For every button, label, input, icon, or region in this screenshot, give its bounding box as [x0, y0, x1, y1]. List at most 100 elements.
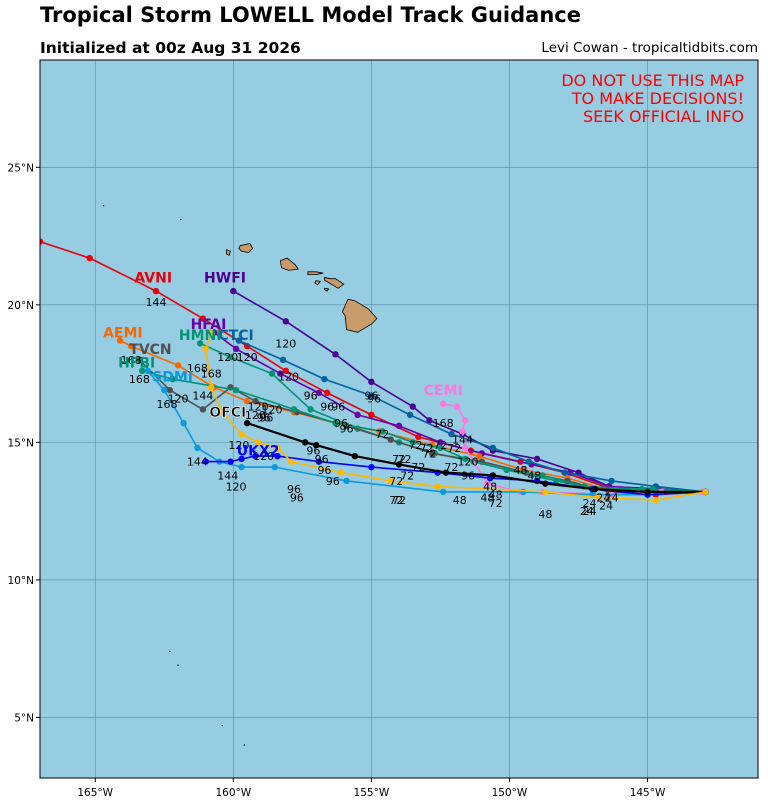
track-point-sdmi: [439, 488, 447, 496]
track-point-ofci: [301, 439, 309, 446]
track-point-hmni: [268, 370, 276, 377]
hour-label: 48: [453, 494, 467, 507]
atoll-dot: [102, 205, 105, 207]
hour-label: 96: [290, 491, 304, 504]
track-point-anstrend: [702, 488, 709, 496]
track-point-ofci: [542, 480, 549, 487]
model-label-cemi: CEMI: [424, 383, 463, 399]
model-label-aemi: AEMI: [103, 325, 143, 341]
hour-label: 120: [168, 392, 189, 405]
atoll-dot: [180, 218, 182, 221]
track-point-anstrend: [208, 329, 215, 336]
hour-label: 96: [315, 453, 329, 466]
hour-label: 120: [458, 456, 479, 469]
track-point-hfai: [395, 422, 403, 430]
track-point-sdmi: [180, 419, 187, 427]
hour-label: 72: [489, 497, 503, 510]
track-point-hfbi: [539, 472, 546, 479]
track-point-anstrend: [208, 384, 215, 391]
hour-label: 168: [121, 354, 142, 367]
hour-label: 120: [237, 351, 258, 364]
hour-label: 120: [275, 337, 296, 350]
hour-label: 96: [461, 469, 475, 482]
hour-label: 144: [217, 469, 238, 482]
forecast-hour-labels: 7296120144961207296120729612016816812016…: [121, 296, 619, 521]
hour-label: 24: [583, 497, 597, 510]
track-point-anstrend: [387, 477, 394, 485]
track-point-cemi: [462, 417, 469, 424]
hour-label: 120: [253, 450, 274, 463]
track-point-hwfi: [368, 378, 375, 386]
track-point-ukx2: [274, 452, 281, 460]
hour-label: 120: [261, 403, 282, 416]
hour-label: 72: [389, 475, 403, 488]
x-tick-label: 155°W: [354, 787, 390, 799]
hour-label: 72: [392, 453, 406, 466]
track-point-hfbi: [409, 439, 417, 446]
track-point-ofci: [243, 419, 251, 427]
model-label-ofci: OFCI: [209, 405, 246, 421]
hour-label: 72: [409, 439, 423, 452]
track-line-ctci: [238, 339, 706, 493]
atoll-dot: [243, 744, 246, 746]
hour-label: 144: [452, 434, 473, 447]
hawaiian-islands: [102, 205, 378, 746]
model-label-hmni: HMNI: [179, 328, 222, 344]
track-point-anstrend: [202, 345, 209, 353]
hour-label: 24: [580, 505, 594, 518]
track-point-aemi: [243, 397, 251, 405]
track-point-anstrend: [288, 458, 295, 465]
island-kahoolawe: [324, 287, 330, 292]
track-point-avni: [368, 411, 375, 419]
track-point-ctci: [406, 411, 414, 419]
track-point-ofci: [644, 488, 651, 496]
hour-label: 24: [599, 500, 613, 513]
island-oahu: [279, 257, 299, 271]
track-point-avni: [152, 287, 160, 295]
hour-label: 96: [317, 464, 331, 477]
hour-label: 24: [605, 491, 619, 504]
track-point-sdmi: [520, 488, 527, 496]
y-tick-label: 5°N: [14, 712, 34, 724]
atoll-dot: [169, 650, 171, 653]
hour-label: 96: [364, 390, 378, 403]
track-point-hwfi: [332, 351, 339, 358]
track-point-ctci: [608, 477, 615, 485]
track-point-hfbi: [232, 386, 240, 394]
track-point-ukx2: [227, 458, 234, 465]
hour-label: 120: [226, 480, 247, 493]
track-point-hwfi: [409, 403, 417, 410]
warning-line-3: SEEK OFFICIAL INFO: [583, 107, 744, 126]
y-tick-label: 25°N: [8, 162, 34, 174]
x-tick-label: 165°W: [77, 787, 113, 799]
island-kauai: [238, 243, 254, 254]
hour-label: 96: [334, 417, 348, 430]
track-point-ukx2: [252, 452, 259, 460]
track-point-hfai: [354, 411, 361, 419]
track-point-hwfi: [282, 318, 289, 325]
model-tracks: [40, 238, 709, 504]
track-point-ukx2: [238, 455, 245, 463]
track-point-aemi: [475, 452, 483, 460]
hour-label: 48: [489, 489, 503, 502]
model-label-avni: AVNI: [134, 270, 172, 286]
hour-label: 72: [389, 494, 403, 507]
hour-label: 168: [129, 373, 150, 386]
warning-box: DO NOT USE THIS MAP TO MAKE DECISIONS! S…: [561, 71, 744, 126]
track-point-sdmi: [343, 477, 350, 485]
ocean-background: [40, 60, 758, 778]
track-point-aemi: [174, 362, 182, 369]
track-point-ctci: [489, 444, 497, 452]
track-point-aemi: [127, 342, 135, 350]
track-point-anstrend: [594, 494, 602, 501]
island-maui: [324, 276, 345, 289]
track-point-cemi: [453, 403, 461, 410]
track-point-sdmi: [238, 463, 245, 471]
track-point-avni: [86, 254, 93, 262]
track-point-hfai: [232, 345, 240, 353]
hour-label: 120: [248, 401, 269, 414]
track-point-ukx2: [368, 463, 375, 471]
hour-label: 144: [187, 456, 208, 469]
hour-label: 96: [287, 483, 301, 496]
